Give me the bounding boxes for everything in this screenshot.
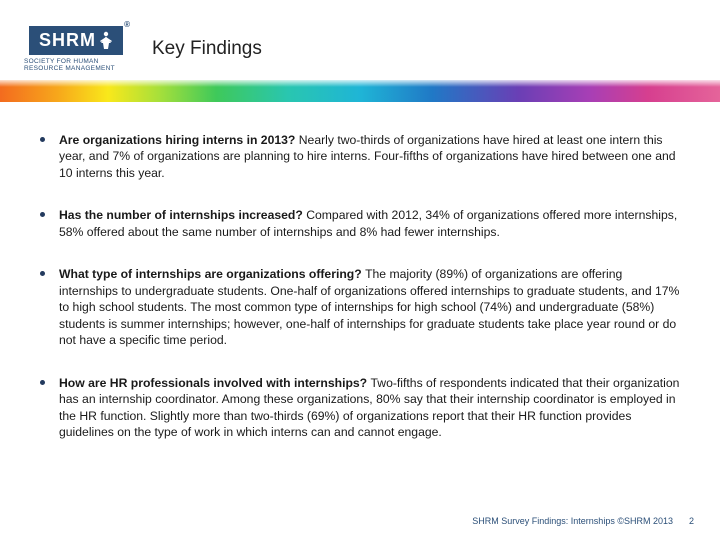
list-item: Are organizations hiring interns in 2013… — [38, 132, 682, 181]
slide-header: SHRM ® SOCIETY FOR HUMAN RESOURCE MANAGE… — [0, 0, 720, 80]
logo-subtitle: SOCIETY FOR HUMAN RESOURCE MANAGEMENT — [24, 58, 128, 72]
finding-question: How are HR professionals involved with i… — [59, 376, 371, 390]
list-item: How are HR professionals involved with i… — [38, 375, 682, 441]
slide-footer: SHRM Survey Findings: Internships ©SHRM … — [472, 516, 694, 526]
bullet-icon — [40, 271, 45, 276]
page-number: 2 — [689, 516, 694, 526]
content-area: Are organizations hiring interns in 2013… — [0, 102, 720, 441]
shrm-logo: SHRM ® SOCIETY FOR HUMAN RESOURCE MANAGE… — [24, 26, 128, 72]
list-item: What type of internships are organizatio… — [38, 266, 682, 348]
bullet-icon — [40, 212, 45, 217]
findings-list: Are organizations hiring interns in 2013… — [38, 132, 682, 441]
rainbow-divider — [0, 80, 720, 102]
finding-question: Are organizations hiring interns in 2013… — [59, 133, 299, 147]
registered-icon: ® — [124, 20, 131, 29]
finding-question: Has the number of internships increased? — [59, 208, 306, 222]
bullet-icon — [40, 137, 45, 142]
footer-text: SHRM Survey Findings: Internships ©SHRM … — [472, 516, 673, 526]
page-title: Key Findings — [152, 38, 262, 60]
list-item: Has the number of internships increased?… — [38, 207, 682, 240]
logo-text: SHRM — [39, 30, 96, 51]
finding-question: What type of internships are organizatio… — [59, 267, 365, 281]
logo-box: SHRM ® — [29, 26, 123, 55]
bullet-icon — [40, 380, 45, 385]
human-figure-icon — [99, 31, 113, 49]
